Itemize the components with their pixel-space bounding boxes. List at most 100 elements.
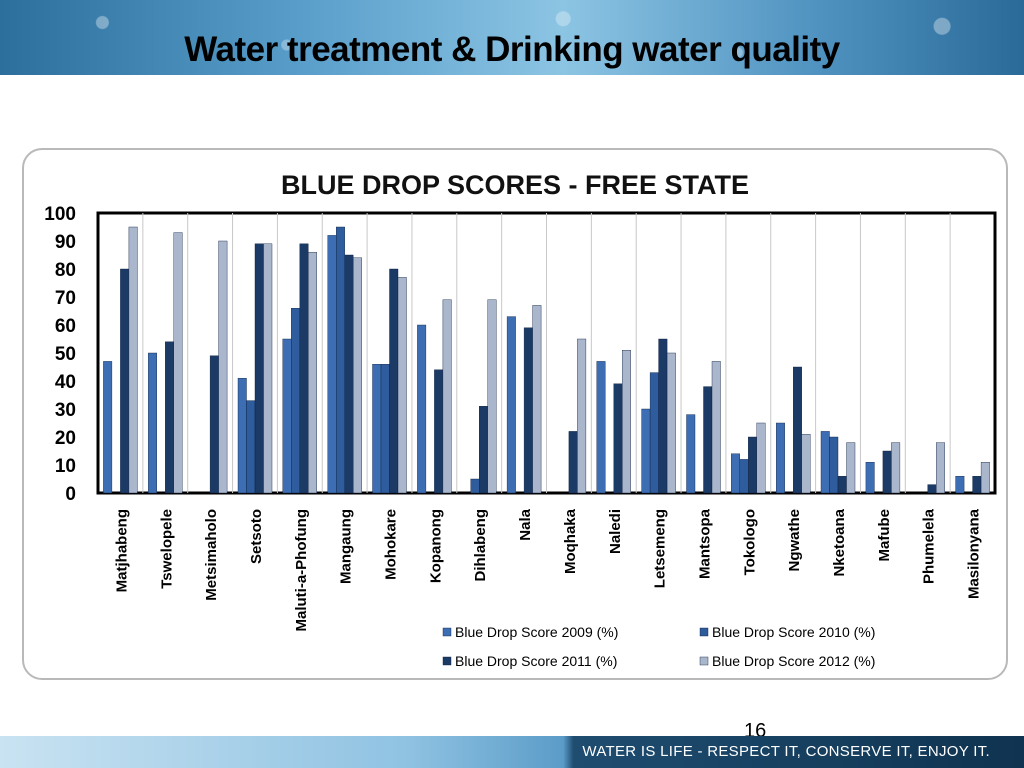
legend-label: Blue Drop Score 2010 (%) xyxy=(712,624,875,640)
bar xyxy=(291,308,300,494)
slide-title: Water treatment & Drinking water quality xyxy=(184,30,840,69)
legend-label: Blue Drop Score 2009 (%) xyxy=(455,624,618,640)
bar xyxy=(327,235,337,494)
bar xyxy=(353,257,362,494)
bar xyxy=(532,305,542,494)
y-tick-label: 70 xyxy=(55,288,76,309)
legend-swatch xyxy=(442,627,452,637)
category-label: Tswelopele xyxy=(158,509,175,589)
y-tick-label: 90 xyxy=(55,232,76,253)
legend-swatch xyxy=(699,627,709,637)
bar xyxy=(666,352,676,494)
legend-label: Blue Drop Score 2011 (%) xyxy=(455,653,617,669)
bar xyxy=(980,462,990,494)
y-tick-label: 40 xyxy=(55,372,76,393)
bar xyxy=(299,243,309,494)
category-label: Letsemeng xyxy=(652,509,669,588)
y-tick-label: 100 xyxy=(44,204,76,225)
footer-banner xyxy=(0,736,1024,768)
y-tick-label: 10 xyxy=(55,456,76,477)
bar xyxy=(523,327,533,494)
bar xyxy=(641,408,651,494)
bar xyxy=(703,386,713,494)
bar xyxy=(793,366,802,494)
bar xyxy=(397,277,407,494)
category-label: Nala xyxy=(517,508,534,540)
bar xyxy=(120,268,130,494)
bar xyxy=(218,240,228,494)
bar xyxy=(165,341,175,494)
bar xyxy=(891,442,901,494)
bar xyxy=(596,361,606,494)
bar xyxy=(955,476,965,494)
y-tick-label: 30 xyxy=(55,400,76,421)
category-label: Maluti-a-Phofung xyxy=(293,509,310,631)
bar xyxy=(731,453,740,494)
bar xyxy=(173,232,183,494)
bar xyxy=(820,431,830,494)
bar xyxy=(756,422,766,494)
bar xyxy=(613,383,623,494)
bar xyxy=(865,462,875,494)
bar xyxy=(972,476,982,494)
bar xyxy=(829,436,839,494)
y-tick-label: 80 xyxy=(55,260,76,281)
bar xyxy=(837,476,847,494)
category-label: Setsoto xyxy=(248,509,265,564)
category-label: Naledi xyxy=(607,509,624,554)
legend-label: Blue Drop Score 2012 (%) xyxy=(712,653,875,669)
bar xyxy=(308,251,317,494)
category-label: Tokologo xyxy=(741,509,758,575)
bar xyxy=(246,400,256,494)
bar xyxy=(846,442,856,494)
bar xyxy=(380,364,390,494)
bar xyxy=(282,338,292,494)
bar xyxy=(148,352,158,494)
category-label: Metsimaholo xyxy=(203,509,220,601)
bar xyxy=(442,299,452,494)
bar xyxy=(577,338,587,494)
header-banner xyxy=(0,0,1024,75)
y-tick-label: 50 xyxy=(55,344,76,365)
legend-swatch xyxy=(699,656,709,666)
bar xyxy=(470,478,480,494)
legend-swatch xyxy=(442,656,452,666)
bar xyxy=(568,431,578,494)
category-label: Mafube xyxy=(876,509,893,562)
category-label: Moqhaka xyxy=(562,508,579,574)
bar xyxy=(128,226,138,494)
bar xyxy=(622,350,631,494)
bar xyxy=(927,484,937,494)
y-tick-label: 0 xyxy=(65,484,76,505)
footer-slogan: WATER IS LIFE - RESPECT IT, CONSERVE IT,… xyxy=(582,743,990,760)
bar xyxy=(711,361,721,494)
bar xyxy=(801,434,811,494)
bar xyxy=(748,436,757,494)
bar xyxy=(263,243,273,494)
bar xyxy=(336,226,345,494)
bar xyxy=(506,316,516,494)
category-label: Matjhabeng xyxy=(113,509,130,592)
bar xyxy=(686,414,696,494)
bar xyxy=(739,459,749,494)
bar xyxy=(658,338,668,494)
category-label: Phumelela xyxy=(921,508,938,584)
bar xyxy=(389,268,399,494)
bar xyxy=(237,378,247,494)
bar xyxy=(254,243,264,494)
bar xyxy=(776,422,785,494)
category-label: Kopanong xyxy=(427,509,444,583)
chart-title: BLUE DROP SCORES - FREE STATE xyxy=(280,170,750,200)
bar xyxy=(372,364,382,494)
bar xyxy=(882,450,892,494)
bar xyxy=(434,369,444,494)
bar xyxy=(103,361,113,494)
bar xyxy=(209,355,219,494)
category-label: Mangaung xyxy=(338,509,355,584)
bar xyxy=(487,299,497,494)
category-label: Nketoana xyxy=(831,508,848,576)
y-tick-label: 20 xyxy=(55,428,76,449)
bar xyxy=(649,372,659,494)
y-tick-label: 60 xyxy=(55,316,76,337)
